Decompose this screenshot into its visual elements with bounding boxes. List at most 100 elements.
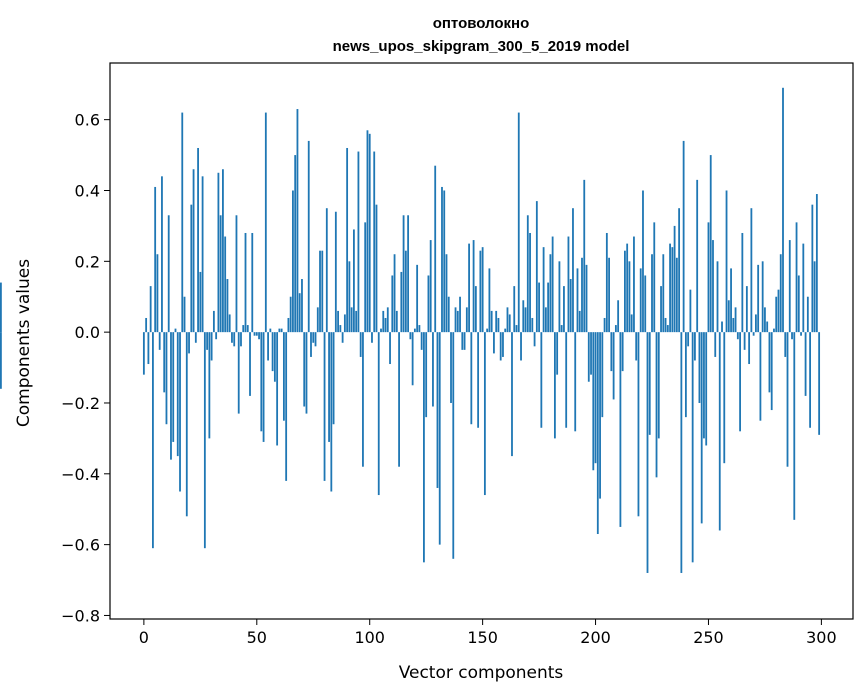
- bar: [443, 190, 446, 333]
- bar: [624, 250, 626, 333]
- bar: [332, 332, 335, 425]
- bar: [651, 254, 653, 333]
- bar: [791, 332, 793, 340]
- bar: [800, 332, 802, 336]
- bar: [289, 296, 292, 333]
- bar: [208, 332, 211, 439]
- bar: [368, 133, 371, 333]
- bar: [294, 155, 297, 333]
- bar: [364, 222, 367, 333]
- bar: [522, 300, 525, 333]
- x-tick-label: 150: [467, 628, 498, 647]
- bar: [587, 332, 590, 382]
- x-axis-label: Vector components: [399, 663, 564, 683]
- bar: [714, 332, 717, 357]
- x-tick-label: 100: [354, 628, 385, 647]
- bar: [556, 332, 559, 375]
- bar: [777, 289, 780, 333]
- bar: [497, 317, 500, 333]
- bar: [170, 332, 172, 460]
- bar: [488, 268, 491, 333]
- bar: [382, 310, 385, 333]
- bar: [617, 300, 620, 333]
- y-tick-label: 0.2: [75, 252, 100, 271]
- bar: [648, 332, 651, 435]
- bar: [802, 243, 805, 333]
- bar: [515, 325, 518, 333]
- bar: [610, 332, 613, 372]
- bar: [273, 332, 276, 382]
- bar: [176, 332, 179, 457]
- bar: [583, 179, 586, 333]
- bar: [147, 332, 150, 365]
- bar: [183, 296, 186, 333]
- bar: [413, 328, 416, 333]
- bar: [249, 332, 251, 396]
- bar: [465, 307, 468, 333]
- bar: [328, 332, 330, 442]
- bar: [599, 332, 601, 499]
- bar: [766, 321, 769, 333]
- bar: [511, 332, 513, 457]
- bar: [312, 332, 315, 343]
- plot-frame: [109, 62, 854, 620]
- bar: [454, 307, 457, 333]
- x-axis-ticks: 0 50 100 150 200 250 300: [139, 619, 837, 647]
- bar: [741, 232, 744, 333]
- bar: [427, 275, 430, 333]
- bar: [194, 332, 197, 343]
- bar: [490, 310, 493, 333]
- bar: [163, 332, 166, 393]
- bar: [547, 282, 550, 333]
- bar: [199, 271, 202, 333]
- bar: [795, 222, 798, 333]
- bar: [705, 332, 708, 446]
- bar: [242, 325, 245, 333]
- bar: [565, 332, 568, 428]
- bar: [264, 112, 267, 333]
- bar: [149, 286, 152, 333]
- bar: [353, 229, 355, 333]
- bar: [786, 332, 789, 467]
- bar: [244, 232, 247, 333]
- bar: [544, 307, 547, 333]
- bar: [725, 190, 728, 333]
- bar: [572, 208, 574, 333]
- y-axis-ticks: −0.8 −0.6 −0.4 −0.2 0.0 0.2 0.4 0.6: [61, 111, 110, 625]
- bar: [226, 279, 229, 333]
- bar: [251, 232, 254, 333]
- bar: [788, 240, 791, 333]
- bar: [700, 332, 703, 524]
- bar: [764, 307, 766, 333]
- bar: [630, 314, 633, 333]
- bar: [759, 332, 762, 421]
- bar: [441, 186, 443, 333]
- bar-series: [0, 87, 821, 573]
- bar: [723, 332, 726, 464]
- bar: [628, 261, 631, 333]
- bar: [339, 325, 342, 333]
- bar: [513, 286, 516, 333]
- bar: [402, 215, 405, 333]
- bar: [581, 257, 583, 333]
- bar: [174, 328, 177, 333]
- bar: [502, 332, 504, 357]
- bar: [495, 310, 498, 333]
- bar: [362, 332, 364, 467]
- bar: [287, 317, 290, 333]
- bar: [612, 332, 615, 400]
- bar: [551, 236, 554, 333]
- bar: [687, 332, 690, 347]
- bar: [165, 332, 168, 425]
- chart-title-line-2: news_upos_skipgram_300_5_2019 model: [333, 38, 630, 55]
- bar: [646, 332, 649, 573]
- bar: [811, 204, 814, 333]
- bar: [269, 328, 272, 333]
- bar: [592, 332, 595, 471]
- bar: [310, 332, 312, 357]
- bar: [664, 317, 667, 333]
- x-tick-label: 50: [247, 628, 267, 647]
- bar: [319, 250, 321, 333]
- bar: [450, 332, 452, 403]
- bar: [549, 254, 552, 333]
